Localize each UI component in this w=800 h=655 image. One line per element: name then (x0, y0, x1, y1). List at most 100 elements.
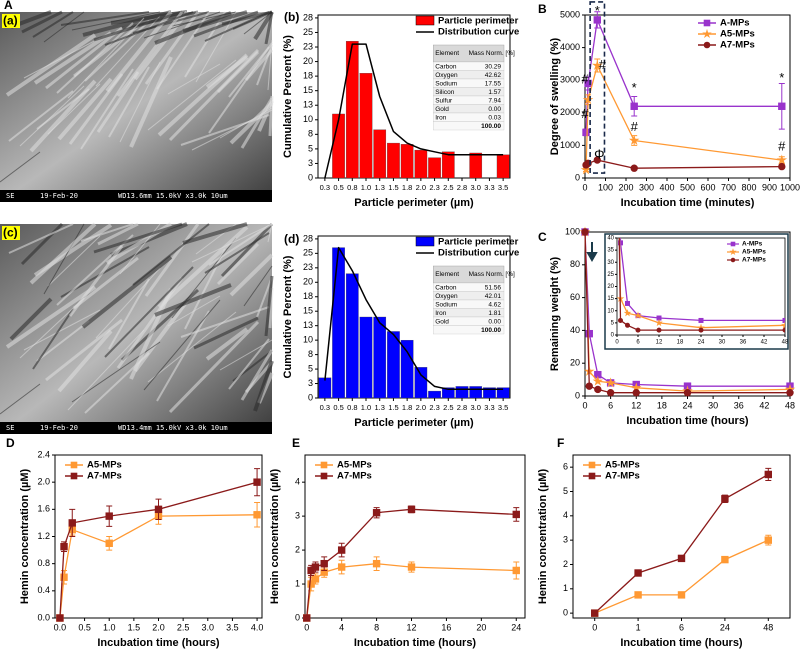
footer-text: SE (6, 192, 14, 200)
marker (60, 542, 68, 551)
marker (592, 375, 604, 386)
marker (337, 563, 346, 571)
legend-label: A5-MPs (742, 249, 766, 256)
marker (594, 385, 602, 394)
x-tick-label: 0.5 (333, 183, 343, 192)
x-tick-label: 24 (682, 400, 692, 410)
legend-swatch (415, 236, 435, 247)
x-tick-label: 1.0 (103, 622, 116, 632)
x-tick-label: 1.3 (374, 403, 384, 412)
y-tick-label: 5 (308, 143, 313, 153)
texture (80, 68, 134, 150)
x-tick-label: 36 (734, 400, 744, 410)
marker (105, 512, 113, 520)
panel-label: (d) (284, 232, 299, 246)
texture (19, 85, 85, 147)
texture (243, 265, 273, 307)
texture (33, 31, 113, 85)
y-tick-label: 6 (563, 462, 568, 472)
y-tick-label: 18 (303, 291, 313, 301)
bar (400, 144, 414, 179)
texture (268, 287, 274, 329)
marker (764, 536, 772, 544)
marker (630, 102, 638, 110)
footer-text: 19-Feb-20 (40, 192, 78, 200)
marker (585, 329, 593, 338)
texture (264, 11, 274, 45)
texture (182, 222, 248, 245)
texture (8, 90, 74, 142)
table-cell: 7.94 (488, 97, 501, 104)
annotation: # (599, 57, 607, 72)
y-tick-label: 0 (563, 608, 568, 618)
x-tick-label: 2.8 (457, 183, 467, 192)
texture (29, 79, 97, 153)
marker (630, 164, 638, 172)
bar (428, 390, 441, 399)
x-tick-label: 900 (762, 182, 777, 192)
y-tick-label: 5 (308, 363, 313, 373)
texture (220, 222, 274, 278)
texture (228, 338, 270, 390)
table-cell: Oxygen (435, 293, 458, 300)
texture (108, 66, 150, 138)
x-tick-label: 18 (657, 400, 667, 410)
marker (698, 327, 704, 333)
marker (60, 573, 68, 581)
label-box (2, 226, 20, 240)
y-tick-label: 25 (303, 27, 313, 37)
marker (606, 389, 615, 397)
y-tick-label: 25 (303, 248, 313, 258)
texture (71, 341, 161, 403)
texture (23, 309, 101, 351)
x-tick-label: 24 (511, 622, 521, 632)
x-tick-label: 2.0 (416, 183, 426, 192)
inset-y-tick-label: 40 (607, 236, 614, 242)
marker (764, 470, 772, 479)
inset-y-tick-label: 35 (607, 248, 614, 254)
x-tick-label: 0 (582, 182, 587, 192)
x-tick-label: 6 (679, 622, 684, 632)
x-tick-label: 1.5 (388, 183, 398, 192)
bar (345, 41, 359, 179)
y-tick-label: 0.8 (37, 558, 50, 568)
x-tick-label: 2.5 (443, 183, 453, 192)
bar (332, 113, 345, 179)
marker (512, 510, 520, 519)
y-tick-label: 40 (570, 325, 580, 335)
texture (73, 256, 139, 310)
y-tick-label: 0 (295, 612, 300, 622)
texture (143, 11, 221, 39)
legend-label: A-MPs (720, 18, 750, 29)
x-tick-label: 0 (304, 622, 309, 632)
texture (205, 327, 249, 361)
y-tick-label: 0.4 (37, 585, 50, 595)
table-cell: 42.62 (485, 72, 502, 79)
legend-label: Distribution curve (438, 27, 519, 38)
y-tick-label: 3 (295, 511, 300, 521)
table-cell: 30.29 (485, 63, 502, 70)
marker (729, 248, 737, 255)
y-tick-label: 0 (575, 172, 580, 182)
y-tick-label: 0 (308, 172, 313, 182)
footer-bar (0, 422, 272, 434)
footer-bar (0, 190, 272, 202)
x-tick-label: 4 (339, 622, 344, 632)
marker (634, 569, 642, 577)
y-axis-label: Hemin concentration (µM) (269, 469, 281, 605)
texture (45, 26, 123, 90)
y-tick-label: 1.6 (37, 504, 50, 514)
x-tick-label: 1.8 (402, 403, 412, 412)
x-tick-label: 12 (631, 400, 641, 410)
x-tick-label: 500 (680, 182, 695, 192)
x-tick-label: 0.0 (54, 622, 67, 632)
marker (677, 554, 686, 563)
x-tick-label: 8 (374, 622, 379, 632)
inset-y-tick-label: 5 (611, 320, 615, 326)
y-axis-label: Degree of swelling (%) (549, 37, 561, 155)
table-cell: 0.00 (488, 106, 501, 113)
texture (154, 283, 232, 317)
marker (634, 311, 642, 319)
texture (93, 222, 183, 254)
